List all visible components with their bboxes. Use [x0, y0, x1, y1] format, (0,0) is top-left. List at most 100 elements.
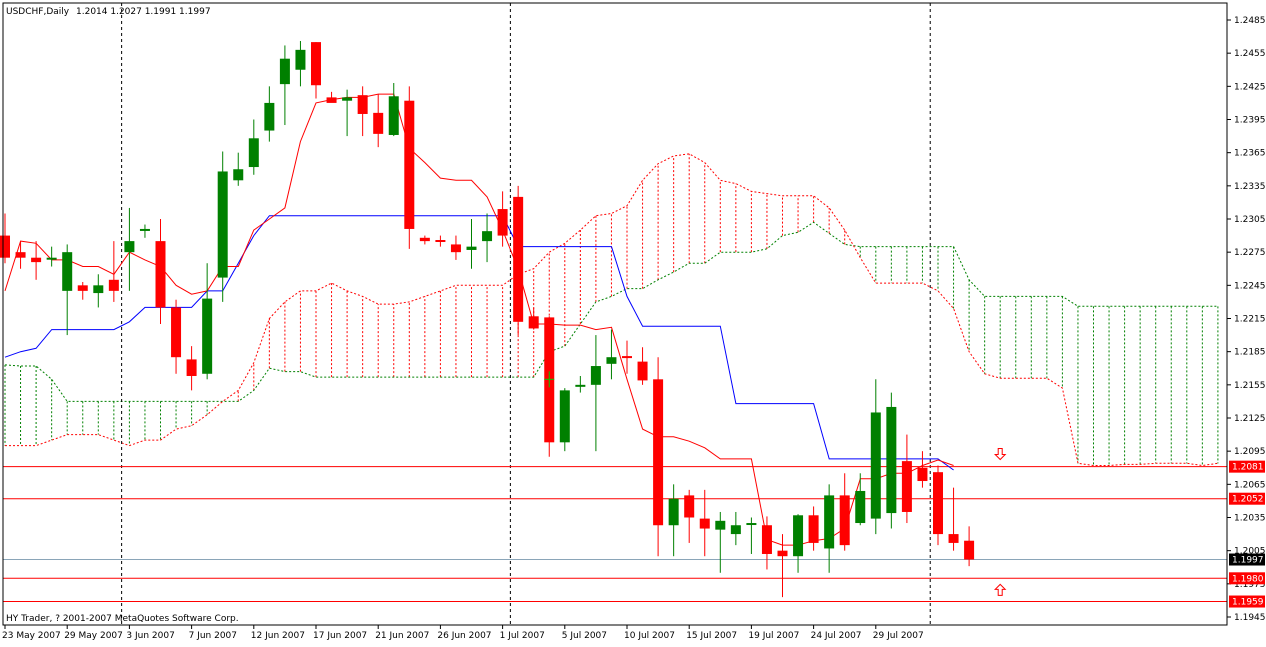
time-axis: 23 May 2007 29 May 2007 3 Jun 2007 7 Jun 20… — [2, 625, 924, 641]
ohlc-label: 1.2014 1.2027 1.1991 1.1997 — [76, 7, 211, 17]
bull-candle — [233, 169, 244, 181]
bull-candle — [248, 138, 259, 168]
time-tick-label: 26 Jun 2007 — [437, 631, 491, 641]
ichimoku-cloud — [4, 153, 1219, 467]
bull-candle — [342, 97, 353, 101]
bear-candle — [108, 279, 119, 291]
level-labels: 1.2081 1.2052 1.1980 1.1959 1.1997 — [1229, 460, 1265, 608]
bull-candle — [62, 252, 73, 291]
bear-candle — [435, 240, 446, 243]
bear-candle — [637, 361, 648, 381]
bear-candle — [761, 525, 772, 554]
bear-candle — [419, 237, 430, 242]
bull-candle — [886, 406, 897, 514]
time-tick-label: 12 Jun 2007 — [251, 631, 305, 641]
bull-candle — [715, 520, 726, 530]
price-tick-label: 1.2335 — [1234, 182, 1266, 192]
bull-candle — [139, 228, 150, 231]
plot-frame — [2, 2, 1228, 626]
price-tick-label: 1.2155 — [1234, 381, 1266, 391]
horizontal-levels — [3, 466, 1227, 603]
bear-candle — [0, 235, 10, 258]
time-tick-label: 3 Jun 2007 — [126, 631, 174, 641]
bull-candle — [793, 515, 804, 557]
time-tick-label: 21 Jun 2007 — [375, 631, 429, 641]
bull-candle — [855, 490, 866, 524]
bull-candle — [46, 257, 57, 260]
price-tick-label: 1.2365 — [1234, 149, 1266, 159]
price-tick-label: 1.2275 — [1234, 248, 1266, 258]
bull-candle — [124, 241, 135, 253]
bear-candle — [31, 257, 42, 263]
current-price-label-bg — [1229, 553, 1265, 566]
level-price-label: 1.2052 — [1232, 495, 1264, 505]
price-tick-label: 1.2485 — [1234, 16, 1266, 26]
bear-candle — [901, 461, 912, 512]
level-price-label-bg — [1229, 492, 1265, 505]
bear-candle — [15, 252, 26, 258]
bull-candle — [824, 495, 835, 549]
time-tick-label: 29 Jul 2007 — [873, 631, 924, 641]
price-tick-label: 1.2305 — [1234, 215, 1266, 225]
bear-candle — [684, 495, 695, 518]
bull-candle — [217, 171, 228, 278]
bear-candle — [777, 550, 788, 557]
bear-candle — [513, 196, 524, 322]
bear-candle — [404, 100, 415, 229]
bull-candle — [279, 58, 290, 85]
bear-candle — [497, 209, 508, 236]
time-tick-label: 19 Jul 2007 — [748, 631, 799, 641]
bear-candle — [326, 97, 337, 103]
level-price-label: 1.1980 — [1232, 574, 1264, 584]
price-tick-label: 1.2215 — [1234, 315, 1266, 325]
level-price-label-bg — [1229, 595, 1265, 608]
bear-candle — [311, 42, 321, 86]
bull-candle — [668, 498, 679, 526]
bull-candle — [606, 357, 617, 364]
buy-arrow-icon — [993, 583, 1007, 596]
copyright-text: HY Trader, ? 2001-2007 MetaQuotes Softwa… — [6, 614, 239, 624]
bear-candle — [964, 540, 975, 560]
bull-candle — [559, 390, 570, 443]
bear-candle — [528, 316, 539, 329]
price-tick-label: 1.2245 — [1234, 281, 1266, 291]
bear-candle — [808, 515, 819, 543]
candles — [0, 41, 975, 598]
time-tick-label: 17 Jun 2007 — [313, 631, 367, 641]
sell-arrow-icon — [993, 447, 1007, 461]
time-tick-label: 29 May 2007 — [64, 631, 123, 641]
symbol-label: USDCHF,Daily — [6, 7, 70, 17]
bull-candle — [202, 298, 213, 374]
price-tick-label: 1.1975 — [1234, 580, 1266, 590]
time-tick-label: 24 Jul 2007 — [811, 631, 862, 641]
price-axis: 1.2485 1.2455 1.2425 1.2395 1.2365 1.2335 1.23… — [1227, 16, 1266, 623]
bear-candle — [77, 285, 88, 291]
time-tick-label: 5 Jul 2007 — [562, 631, 607, 641]
bear-candle — [450, 244, 461, 253]
price-tick-label: 1.2185 — [1234, 348, 1266, 358]
signal-arrows — [993, 447, 1007, 596]
bear-candle — [622, 356, 632, 359]
bull-candle — [870, 412, 881, 519]
time-tick-label: 1 Jul 2007 — [500, 631, 545, 641]
bear-candle — [373, 112, 384, 134]
level-price-label-bg — [1229, 572, 1265, 585]
bull-candle — [482, 231, 493, 242]
time-tick-label: 23 May 2007 — [2, 631, 61, 641]
price-tick-label: 1.2005 — [1234, 547, 1266, 557]
time-tick-label: 7 Jun 2007 — [189, 631, 237, 641]
level-price-label-bg — [1229, 460, 1265, 473]
bear-candle — [699, 518, 710, 529]
bull-candle — [590, 366, 601, 385]
bear-candle — [653, 379, 664, 526]
bull-candle — [264, 102, 275, 131]
price-tick-label: 1.2425 — [1234, 82, 1266, 92]
level-price-label: 1.1959 — [1232, 598, 1264, 608]
bull-candle — [93, 285, 104, 294]
price-tick-label: 1.2095 — [1234, 447, 1266, 457]
price-tick-label: 1.2395 — [1234, 116, 1266, 126]
bear-candle — [186, 359, 197, 376]
